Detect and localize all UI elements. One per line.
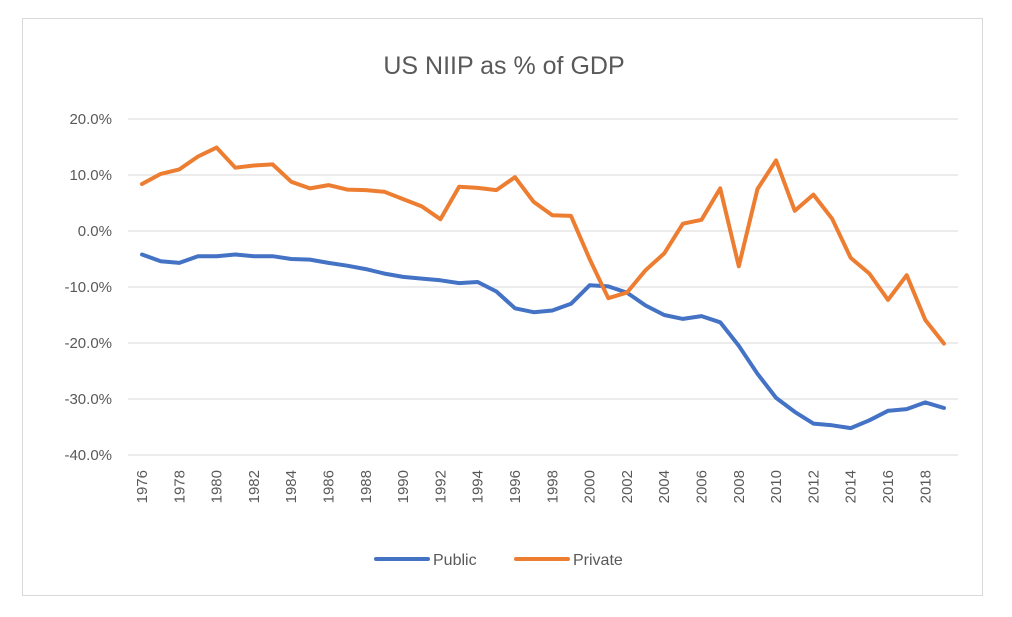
chart-title: US NIIP as % of GDP: [383, 52, 624, 80]
x-tick-label: 1980: [209, 470, 226, 503]
x-axis-ticks: 1976 1978 1980 1982 1984 1986 1988 1990 1992 1994…: [134, 470, 934, 503]
series-lines: [140, 145, 946, 431]
x-tick-label: 1988: [358, 470, 375, 503]
y-tick-label: 10.0%: [69, 167, 112, 184]
x-tick-label: 1976: [134, 470, 151, 503]
x-tick-label: 2004: [656, 470, 673, 503]
x-tick-label: 1986: [321, 470, 338, 503]
legend: Public Private: [374, 552, 623, 569]
y-tick-label: -10.0%: [64, 279, 112, 296]
series-line-public: [140, 252, 946, 431]
y-tick-label: -40.0%: [64, 447, 112, 464]
x-tick-label: 1978: [171, 470, 188, 503]
x-tick-label: 1990: [395, 470, 412, 503]
x-tick-label: 1992: [432, 470, 449, 503]
y-tick-label: -30.0%: [64, 391, 112, 408]
x-tick-label: 2014: [843, 470, 860, 503]
legend-label-public: Public: [433, 552, 477, 569]
y-tick-label: 20.0%: [69, 111, 112, 128]
x-tick-label: 1984: [283, 470, 300, 503]
y-tick-label: 0.0%: [78, 223, 112, 240]
x-tick-label: 1982: [246, 470, 263, 503]
y-tick-label: -20.0%: [64, 335, 112, 352]
x-tick-label: 2000: [582, 470, 599, 503]
gridlines: [128, 118, 958, 456]
series-line-private: [140, 145, 946, 346]
chart-frame: [22, 18, 983, 596]
y-axis-ticks: 20.0% 10.0% 0.0% -10.0% -20.0% -30.0% -40.0%: [64, 111, 112, 464]
x-tick-label: 2006: [694, 470, 711, 503]
x-tick-label: 1996: [507, 470, 524, 503]
x-tick-label: 2012: [805, 470, 822, 503]
x-tick-label: 2016: [880, 470, 897, 503]
x-tick-label: 1998: [544, 470, 561, 503]
x-tick-label: 1994: [470, 470, 487, 503]
x-tick-label: 2008: [731, 470, 748, 503]
legend-label-private: Private: [573, 552, 623, 569]
x-tick-label: 2002: [619, 470, 636, 503]
x-tick-label: 2018: [917, 470, 934, 503]
x-tick-label: 2010: [768, 470, 785, 503]
